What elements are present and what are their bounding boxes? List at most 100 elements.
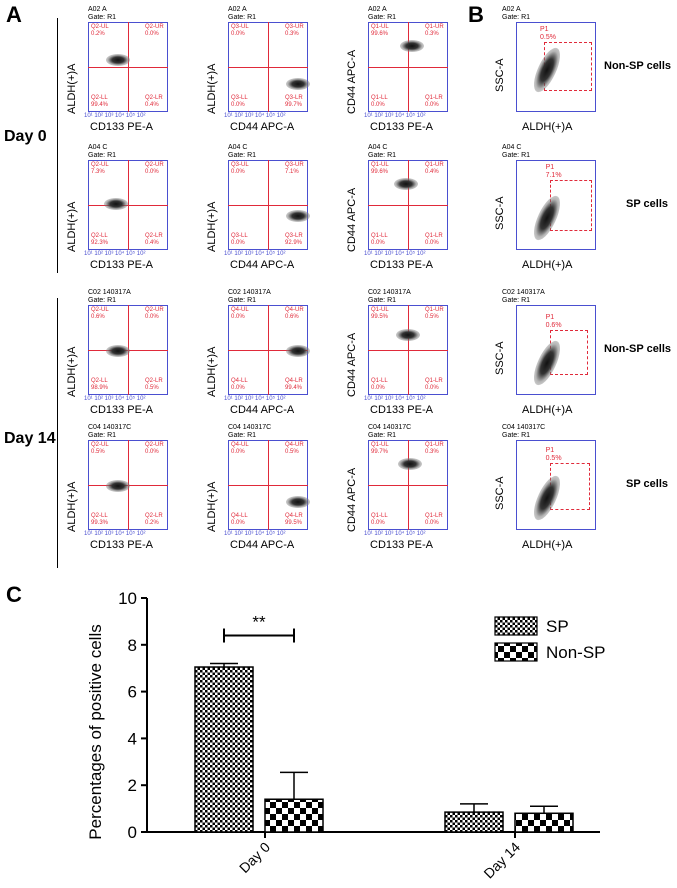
x-tick-label: Day 0 (236, 839, 273, 876)
x-tick-label: Day 14 (480, 839, 523, 882)
bar-non-sp-day0 (264, 798, 324, 833)
quadrant-ul-value: 99.7% (371, 449, 389, 455)
quadrant-plot: Q3-UL 0.0% Q3-UR 7.1% Q3-LL 0.0% Q3-LR 92.9% (228, 160, 310, 250)
plot-header: A04 C Gate: R1 (228, 144, 257, 159)
quadrant-lr-label: Q2-LR (145, 378, 163, 384)
day0-bracket (57, 18, 58, 273)
quadrant-lr-value: 99.5% (285, 520, 303, 526)
quadrant-ul-label: Q2-UL (91, 307, 109, 313)
gate-percentage: 0.5% (540, 33, 556, 41)
quadrant-ll-value: 0.0% (231, 385, 245, 391)
sp-gating-plot: P1 0.5% (516, 440, 596, 530)
quadrant-ul-label: Q4-UL (231, 307, 249, 313)
gate-name: P1 (545, 314, 555, 322)
x-axis-label: CD133 PE-A (90, 539, 153, 551)
quadrant-lr-label: Q2-LR (145, 233, 163, 239)
x-tick-labels: 10¹ 10² 10³ 10⁴ 10⁵ 10² (224, 113, 286, 119)
quadrant-ur-value: 0.3% (425, 31, 439, 37)
y-axis-label: ALDH(+)A (66, 481, 78, 532)
quadrant-lr-label: Q3-LR (285, 233, 303, 239)
gate-name: P1 (540, 25, 549, 33)
quadrant-lr-value: 0.0% (425, 520, 439, 526)
quadrant-ll-label: Q1-LL (371, 378, 388, 384)
quadrant-ur-value: 7.1% (285, 169, 299, 175)
quadrant-lr-value: 99.7% (285, 102, 303, 108)
x-axis-label: ALDH(+)A (522, 259, 573, 271)
quadrant-ll-label: Q3-LL (231, 233, 248, 239)
x-tick-labels: 10¹ 10² 10³ 10⁴ 10⁵ 10² (364, 396, 426, 402)
y-axis-label: ALDH(+)A (206, 63, 218, 114)
cell-type-label: Non-SP cells (604, 60, 672, 72)
quadrant-lr-label: Q2-LR (145, 513, 163, 519)
quadrant-hline (228, 350, 308, 351)
cell-population (106, 54, 130, 66)
quadrant-ur-label: Q2-UR (145, 307, 164, 313)
quadrant-ul-label: Q1-UL (371, 162, 389, 168)
quadrant-lr-value: 92.9% (285, 240, 303, 246)
quadrant-ll-value: 92.3% (91, 240, 109, 246)
quadrant-ul-value: 99.6% (371, 31, 389, 37)
y-tick-label: 10 (118, 589, 137, 608)
bar-sp-day14 (444, 811, 504, 833)
sp-plot-header: C02 140317A Gate: R1 (502, 289, 545, 304)
gate-name: P1 (545, 447, 555, 455)
quadrant-ll-value: 0.0% (231, 520, 245, 526)
legend-swatch-sp (494, 616, 538, 636)
x-axis-label: CD133 PE-A (90, 404, 153, 416)
quadrant-ll-value: 0.0% (371, 520, 385, 526)
x-axis-label: ALDH(+)A (522, 121, 573, 133)
quadrant-ur-value: 0.3% (425, 449, 439, 455)
quadrant-lr-label: Q2-LR (145, 95, 163, 101)
x-axis-label: CD44 APC-A (230, 539, 295, 551)
quadrant-ur-value: 0.0% (145, 449, 159, 455)
quadrant-ur-value: 0.0% (145, 314, 159, 320)
quadrant-ul-value: 0.0% (231, 31, 245, 37)
quadrant-plot: Q1-UL 99.5% Q1-UR 0.5% Q1-LL 0.0% Q1-LR 0.0% (368, 305, 448, 395)
quadrant-ur-value: 0.5% (425, 314, 439, 320)
quadrant-plot: Q1-UL 99.6% Q1-UR 0.4% Q1-LL 0.0% Q1-LR 0.0% (368, 160, 448, 250)
sp-gating-plot: P1 7.1% (516, 160, 596, 250)
quadrant-ul-label: Q1-UL (371, 24, 389, 30)
x-axis-label: CD44 APC-A (230, 259, 295, 271)
x-tick-labels: 10¹ 10² 10³ 10⁴ 10⁵ 10² (84, 113, 146, 119)
plot-frame (516, 305, 596, 395)
sp-plot-header: C04 140317C Gate: R1 (502, 424, 546, 439)
plot-header: C02 140317A Gate: R1 (228, 289, 271, 304)
quadrant-ul-label: Q1-UL (371, 442, 389, 448)
quadrant-ul-value: 0.5% (91, 449, 105, 455)
bar-chart: 0 2 4 6 8 10 Day 0 Day 14 ** Percentages of pos… (86, 589, 606, 882)
significance-label: ** (252, 613, 266, 632)
quadrant-hline (228, 67, 308, 68)
quadrant-hline (88, 67, 168, 68)
quadrant-lr-value: 0.4% (145, 102, 159, 108)
y-axis-label: SSC-A (494, 476, 506, 510)
sp-gating-plot: P1 0.6% (516, 305, 596, 395)
quadrant-lr-value: 0.0% (425, 385, 439, 391)
gate-percentage: 7.1% (545, 171, 562, 179)
quadrant-ur-label: Q1-UR (425, 162, 444, 168)
y-tick-label: 0 (128, 823, 137, 842)
plot-header: C02 140317A Gate: R1 (88, 289, 131, 304)
quadrant-ll-value: 99.3% (91, 520, 109, 526)
quadrant-lr-label: Q4-LR (285, 513, 303, 519)
y-axis-label: ALDH(+)A (206, 481, 218, 532)
x-tick-labels: 10¹ 10² 10³ 10⁴ 10⁵ 10² (224, 251, 286, 257)
quadrant-ul-label: Q2-UL (91, 442, 109, 448)
cell-population (396, 329, 420, 341)
panel-letter-c: C (6, 582, 22, 607)
x-axis-label: CD133 PE-A (370, 121, 433, 133)
quadrant-ur-value: 0.0% (145, 169, 159, 175)
quadrant-lr-value: 0.0% (425, 240, 439, 246)
quadrant-ur-label: Q3-UR (285, 24, 304, 30)
quadrant-ur-value: 0.3% (285, 31, 299, 37)
quadrant-lr-label: Q1-LR (425, 95, 443, 101)
panel-letter-b: B (468, 2, 484, 27)
plot-frame (516, 440, 596, 530)
legend-label: SP (546, 617, 569, 636)
quadrant-lr-label: Q4-LR (285, 378, 303, 384)
quadrant-ul-label: Q1-UL (371, 307, 389, 313)
day14-bracket (57, 298, 58, 568)
cell-population (286, 210, 310, 222)
y-axis-label: SSC-A (494, 58, 506, 92)
x-tick-labels: 10¹ 10² 10³ 10⁴ 10⁵ 10² (224, 531, 286, 537)
